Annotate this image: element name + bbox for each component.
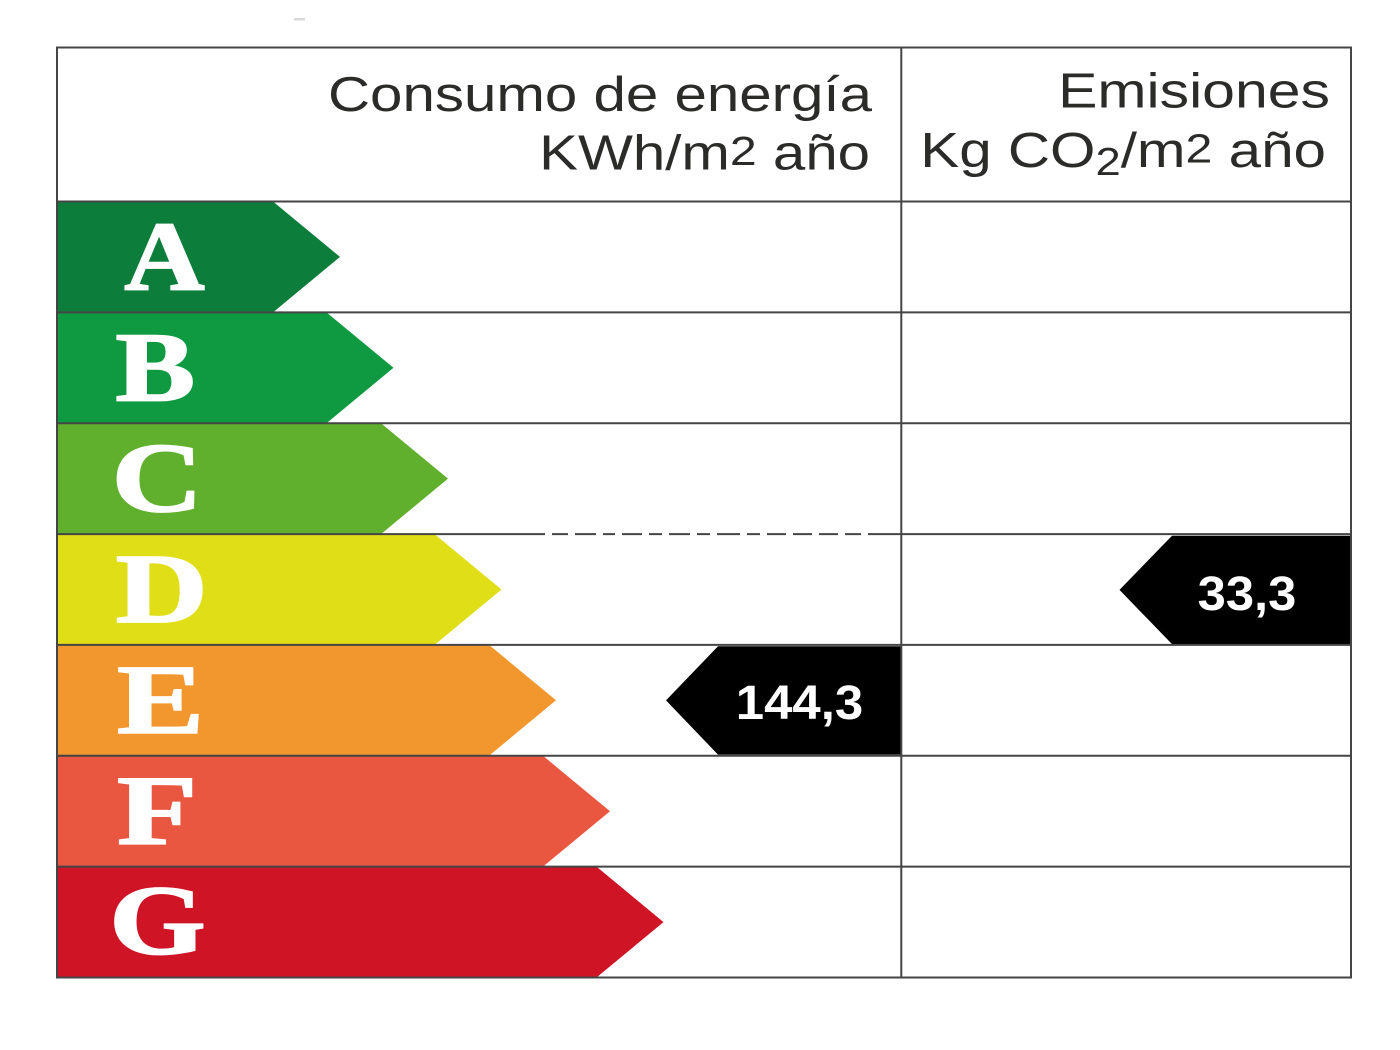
svg-text:G: G xyxy=(109,866,205,975)
svg-text:KWh/m2 año: KWh/m2 año xyxy=(539,126,870,181)
svg-text:A: A xyxy=(124,201,204,311)
svg-text:C: C xyxy=(112,423,203,533)
svg-text:Consumo de energía: Consumo de energía xyxy=(328,67,873,122)
svg-text:Emisiones: Emisiones xyxy=(1058,63,1330,118)
svg-text:B: B xyxy=(116,312,196,422)
svg-text:D: D xyxy=(116,533,208,643)
svg-text:Kg CO2/m2 año: Kg CO2/m2 año xyxy=(920,123,1326,183)
svg-text:E: E xyxy=(117,646,204,755)
svg-text:144,3: 144,3 xyxy=(736,675,863,730)
svg-text:33,3: 33,3 xyxy=(1198,566,1297,621)
svg-text:F: F xyxy=(117,756,197,866)
